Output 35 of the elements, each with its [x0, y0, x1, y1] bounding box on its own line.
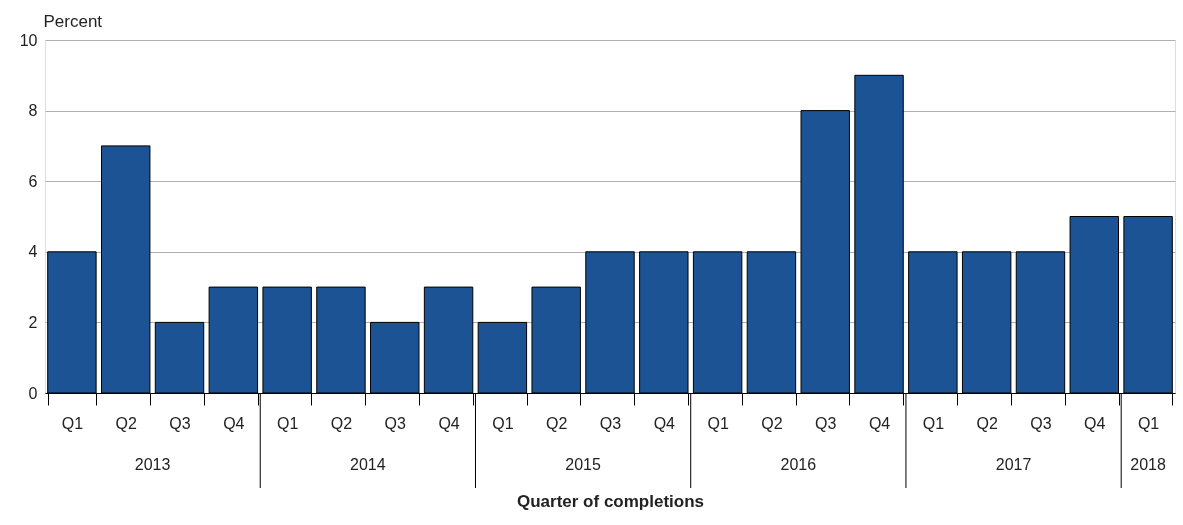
text: 2018 — [1130, 456, 1166, 473]
x-tick-label: Q1 — [707, 414, 729, 432]
y-tick-label: 8 — [28, 102, 38, 120]
x-tick-label: Q4 — [653, 414, 676, 432]
text: 2015 — [565, 456, 601, 473]
y-axis-title: Percent — [43, 11, 103, 31]
x-tick-label: Q3 — [1030, 414, 1052, 432]
x-tick-label: Q2 — [976, 414, 998, 432]
y-tick-label: 10 — [19, 31, 38, 49]
x-axis-title: Quarter of completions — [516, 491, 705, 511]
x-tick-label: Q4 — [1084, 414, 1106, 432]
y-tick-label: 2 — [28, 313, 38, 331]
x-tick-label: Q1 — [61, 414, 84, 432]
text: 2017 — [995, 456, 1032, 473]
x-tick-label: Q1 — [1137, 414, 1160, 432]
x-tick-label: Q1 — [922, 414, 945, 432]
x-tick-label: Q1 — [492, 414, 514, 432]
x-tick-label: Q2 — [546, 414, 568, 432]
y-tick-label: 0 — [28, 384, 38, 402]
x-tick-label: Q4 — [438, 414, 460, 432]
x-tick-label: Q4 — [223, 414, 245, 432]
x-tick-label: Q2 — [330, 414, 353, 432]
x-tick-label: Q3 — [384, 414, 407, 432]
x-tick-label: Q4 — [868, 414, 891, 432]
x-tick-label: Q3 — [169, 414, 191, 432]
x-tick-label: Q2 — [761, 414, 783, 432]
text: 2013 — [134, 456, 171, 473]
x-tick-label: Q1 — [276, 414, 299, 432]
x-tick-label: Q2 — [115, 414, 137, 432]
text: 2014 — [350, 456, 386, 473]
x-tick-label: Q3 — [815, 414, 837, 432]
x-tick-label: Q3 — [599, 414, 622, 432]
text: 2016 — [780, 456, 817, 473]
y-tick-label: 6 — [28, 172, 38, 190]
y-tick-label: 4 — [28, 243, 38, 261]
